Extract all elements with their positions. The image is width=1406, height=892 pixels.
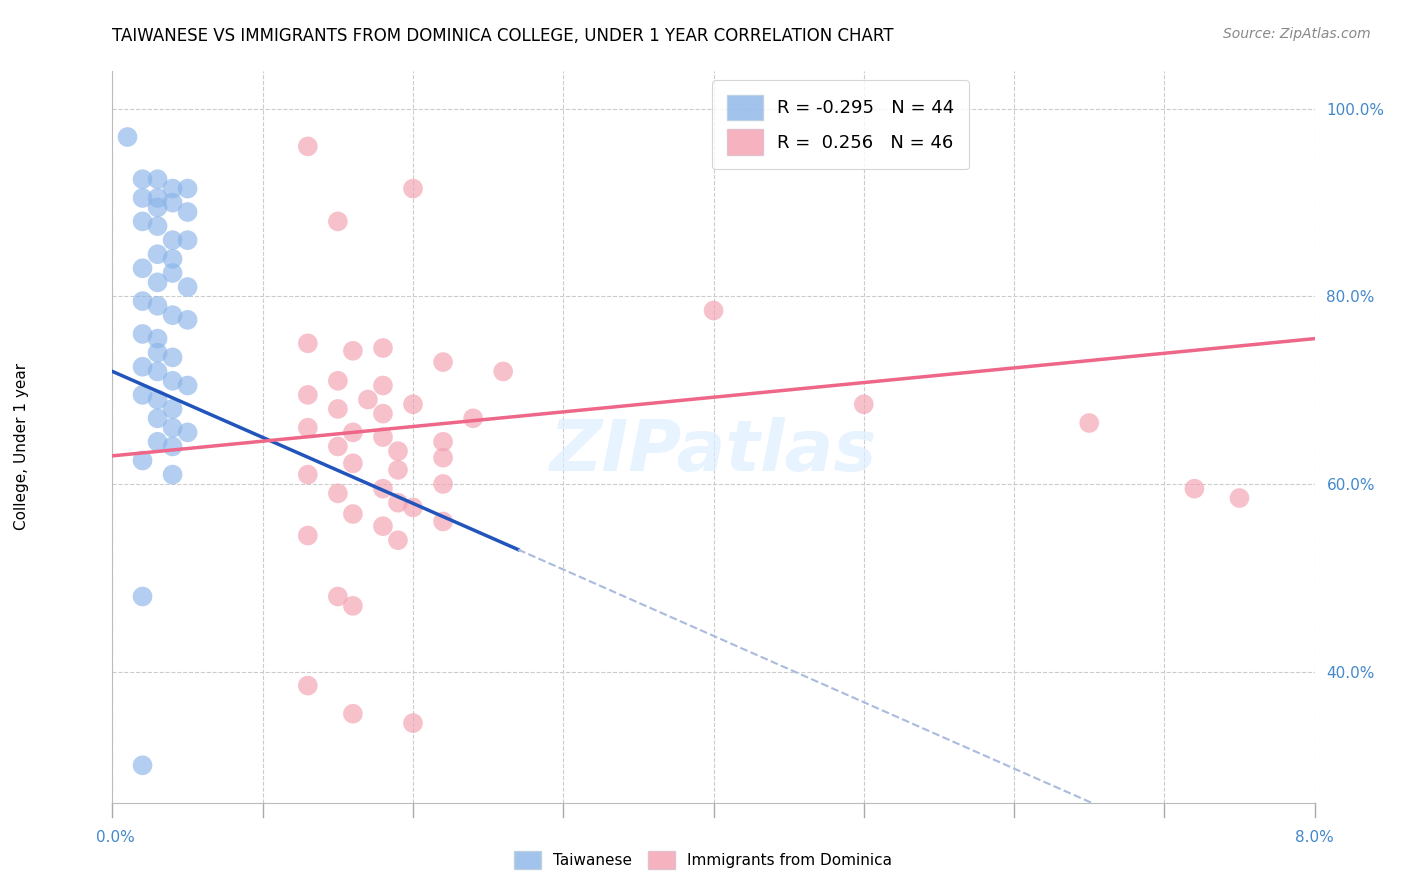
- Point: [131, 261, 153, 276]
- Point: [371, 378, 394, 392]
- Text: TAIWANESE VS IMMIGRANTS FROM DOMINICA COLLEGE, UNDER 1 YEAR CORRELATION CHART: TAIWANESE VS IMMIGRANTS FROM DOMINICA CO…: [112, 27, 894, 45]
- Point: [131, 172, 153, 186]
- Point: [162, 374, 184, 388]
- Point: [371, 407, 394, 421]
- Point: [297, 336, 319, 351]
- Point: [131, 453, 153, 467]
- Point: [371, 341, 394, 355]
- Point: [146, 276, 169, 290]
- Point: [146, 345, 169, 359]
- Point: [131, 758, 153, 772]
- Point: [146, 247, 169, 261]
- Point: [176, 233, 198, 247]
- Point: [297, 388, 319, 402]
- Point: [176, 313, 198, 327]
- Point: [342, 343, 364, 358]
- Text: Source: ZipAtlas.com: Source: ZipAtlas.com: [1223, 27, 1371, 41]
- Point: [1182, 482, 1205, 496]
- Point: [176, 280, 198, 294]
- Point: [146, 332, 169, 346]
- Point: [297, 467, 319, 482]
- Point: [176, 205, 198, 219]
- Text: ZIPatlas: ZIPatlas: [550, 417, 877, 486]
- Point: [326, 440, 349, 454]
- Point: [162, 351, 184, 365]
- Point: [387, 444, 409, 458]
- Point: [432, 434, 454, 449]
- Point: [387, 496, 409, 510]
- Point: [162, 420, 184, 434]
- Point: [146, 411, 169, 425]
- Point: [297, 679, 319, 693]
- Point: [131, 388, 153, 402]
- Point: [342, 599, 364, 613]
- Point: [162, 252, 184, 266]
- Point: [387, 533, 409, 548]
- Point: [146, 299, 169, 313]
- Point: [176, 181, 198, 195]
- Point: [402, 716, 425, 731]
- Point: [176, 378, 198, 392]
- Point: [432, 477, 454, 491]
- Point: [432, 515, 454, 529]
- Point: [1078, 416, 1101, 430]
- Point: [162, 401, 184, 416]
- Point: [357, 392, 380, 407]
- Legend: Taiwanese, Immigrants from Dominica: Taiwanese, Immigrants from Dominica: [508, 845, 898, 875]
- Point: [432, 450, 454, 465]
- Point: [326, 486, 349, 500]
- Point: [402, 397, 425, 411]
- Point: [342, 706, 364, 721]
- Point: [402, 500, 425, 515]
- Point: [402, 181, 425, 195]
- Point: [131, 191, 153, 205]
- Point: [432, 355, 454, 369]
- Point: [326, 214, 349, 228]
- Point: [326, 590, 349, 604]
- Point: [146, 392, 169, 407]
- Point: [1229, 491, 1251, 505]
- Point: [326, 374, 349, 388]
- Point: [852, 397, 875, 411]
- Point: [371, 430, 394, 444]
- Point: [342, 425, 364, 440]
- Legend: R = -0.295   N = 44, R =  0.256   N = 46: R = -0.295 N = 44, R = 0.256 N = 46: [713, 80, 969, 169]
- Point: [131, 359, 153, 374]
- Point: [146, 172, 169, 186]
- Point: [146, 191, 169, 205]
- Point: [176, 425, 198, 440]
- Point: [297, 420, 319, 434]
- Point: [371, 482, 394, 496]
- Point: [131, 294, 153, 309]
- Point: [326, 401, 349, 416]
- Point: [117, 130, 139, 145]
- Point: [162, 233, 184, 247]
- Point: [461, 411, 484, 425]
- Point: [162, 467, 184, 482]
- Point: [131, 590, 153, 604]
- Point: [131, 214, 153, 228]
- Text: College, Under 1 year: College, Under 1 year: [14, 362, 28, 530]
- Point: [297, 139, 319, 153]
- Point: [371, 519, 394, 533]
- Point: [146, 364, 169, 378]
- Point: [146, 200, 169, 214]
- Text: 0.0%: 0.0%: [96, 830, 135, 845]
- Point: [162, 195, 184, 210]
- Point: [342, 507, 364, 521]
- Point: [162, 181, 184, 195]
- Point: [131, 326, 153, 341]
- Point: [387, 463, 409, 477]
- Point: [492, 364, 515, 378]
- Point: [342, 456, 364, 470]
- Point: [146, 219, 169, 233]
- Point: [162, 266, 184, 280]
- Text: 8.0%: 8.0%: [1295, 830, 1334, 845]
- Point: [297, 528, 319, 542]
- Point: [162, 308, 184, 322]
- Point: [146, 434, 169, 449]
- Point: [702, 303, 725, 318]
- Point: [162, 440, 184, 454]
